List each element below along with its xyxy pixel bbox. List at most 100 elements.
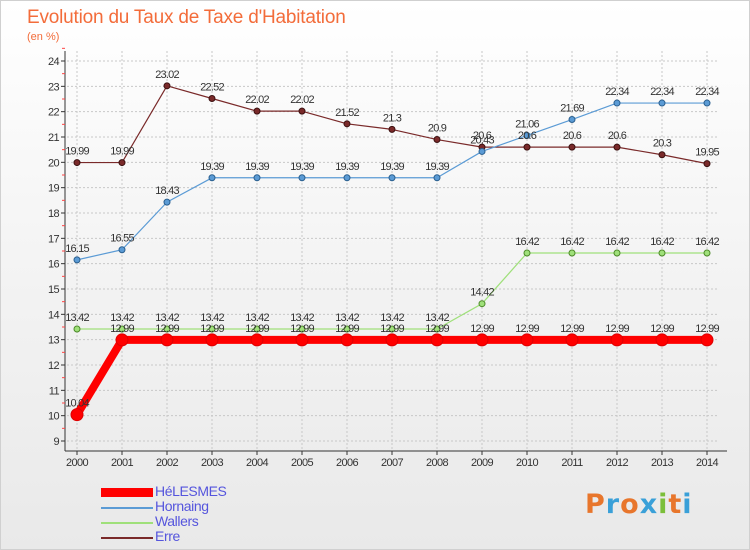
y-tick-label: 20 <box>48 157 60 169</box>
data-label: 12.99 <box>380 323 404 335</box>
logo-letter: i <box>658 489 669 520</box>
data-label: 19.39 <box>335 161 359 173</box>
data-label: 20.6 <box>563 130 582 142</box>
x-tick-label: 2012 <box>606 457 629 469</box>
data-point <box>253 325 261 333</box>
data-point <box>208 94 216 102</box>
data-label: 12.99 <box>245 323 269 335</box>
data-label: 19.39 <box>425 161 449 173</box>
data-label: 21.69 <box>560 103 584 115</box>
data-label: 20.6 <box>473 130 492 142</box>
data-point <box>568 116 576 124</box>
data-point <box>160 333 174 347</box>
legend-swatch <box>101 522 153 524</box>
data-point <box>298 174 306 182</box>
x-tick-label: 2000 <box>66 457 89 469</box>
legend-label: Wallers <box>155 513 199 529</box>
data-point <box>610 333 624 347</box>
data-label: 19.39 <box>380 161 404 173</box>
logo-letter: x <box>639 489 659 520</box>
x-tick-label: 2009 <box>471 457 494 469</box>
data-label: 20.9 <box>428 123 447 135</box>
data-point <box>658 99 666 107</box>
line-chart: 9 10 11 12 13 14 15 16 17 18 19 20 21 22 23 24 2000 2001 2… <box>48 47 727 469</box>
data-label: 22.02 <box>290 94 314 106</box>
data-point <box>565 333 579 347</box>
data-label: 13.42 <box>110 312 134 324</box>
data-point <box>703 160 711 168</box>
data-label: 22.34 <box>605 86 629 98</box>
data-point <box>343 120 351 128</box>
data-point <box>163 325 171 333</box>
y-tick-label: 12 <box>48 360 60 372</box>
y-tick-label: 10 <box>48 411 60 423</box>
data-label: 12.99 <box>560 323 584 335</box>
data-label: 13.42 <box>245 312 269 324</box>
data-point <box>163 82 171 90</box>
legend-label: Hornaing <box>155 498 209 514</box>
data-point <box>253 174 261 182</box>
data-label: 22.34 <box>695 86 719 98</box>
data-point <box>523 249 531 257</box>
data-point <box>340 333 354 347</box>
data-label: 21.3 <box>383 112 402 124</box>
x-tick-label: 2004 <box>246 457 269 469</box>
data-point <box>298 107 306 115</box>
data-label: 21.52 <box>335 107 359 119</box>
data-point <box>388 325 396 333</box>
data-point <box>433 174 441 182</box>
data-point <box>253 107 261 115</box>
data-label: 13.42 <box>425 312 449 324</box>
y-tick-label: 9 <box>53 436 59 448</box>
data-label: 19.39 <box>200 161 224 173</box>
x-tick-label: 2013 <box>651 457 674 469</box>
data-point <box>385 333 399 347</box>
y-tick-label: 16 <box>48 259 60 271</box>
data-point <box>388 174 396 182</box>
x-tick-label: 2006 <box>336 457 359 469</box>
x-tick-label: 2010 <box>516 457 539 469</box>
data-label: 12.99 <box>470 323 494 335</box>
legend-label: HéLESMES <box>155 483 227 499</box>
x-tick-label: 2008 <box>426 457 449 469</box>
data-label: 13.42 <box>65 312 89 324</box>
y-tick-label: 17 <box>48 233 60 245</box>
data-point <box>118 325 126 333</box>
data-label: 22.34 <box>650 86 674 98</box>
data-label: 16.55 <box>110 233 134 245</box>
data-label: 20.6 <box>518 130 537 142</box>
data-point <box>250 333 264 347</box>
data-label: 19.95 <box>695 147 719 159</box>
data-point <box>700 333 714 347</box>
data-point <box>73 325 81 333</box>
data-point <box>613 143 621 151</box>
data-point <box>613 249 621 257</box>
data-label: 13.42 <box>335 312 359 324</box>
y-tick-label: 14 <box>48 309 60 321</box>
data-label: 12.99 <box>335 323 359 335</box>
data-label: 12.99 <box>515 323 539 335</box>
y-tick-label: 19 <box>48 183 60 195</box>
data-point <box>298 325 306 333</box>
data-label: 14.42 <box>470 287 494 299</box>
x-tick-label: 2001 <box>111 457 134 469</box>
data-label: 19.39 <box>290 161 314 173</box>
data-label: 16.42 <box>560 236 584 248</box>
data-point <box>703 99 711 107</box>
proxiti-logo: Proxiti <box>585 489 693 520</box>
data-point <box>523 131 531 139</box>
x-tick-label: 2005 <box>291 457 314 469</box>
data-point <box>478 300 486 308</box>
data-label: 20.43 <box>470 134 494 146</box>
x-tick-label: 2007 <box>381 457 404 469</box>
y-tick-label: 23 <box>48 81 60 93</box>
data-point <box>568 143 576 151</box>
logo-letter: i <box>682 489 693 520</box>
data-point <box>73 159 81 167</box>
data-point <box>658 151 666 159</box>
data-label: 12.99 <box>425 323 449 335</box>
y-tick-label: 18 <box>48 208 60 220</box>
logo-letter: P <box>585 489 606 520</box>
data-point <box>655 333 669 347</box>
